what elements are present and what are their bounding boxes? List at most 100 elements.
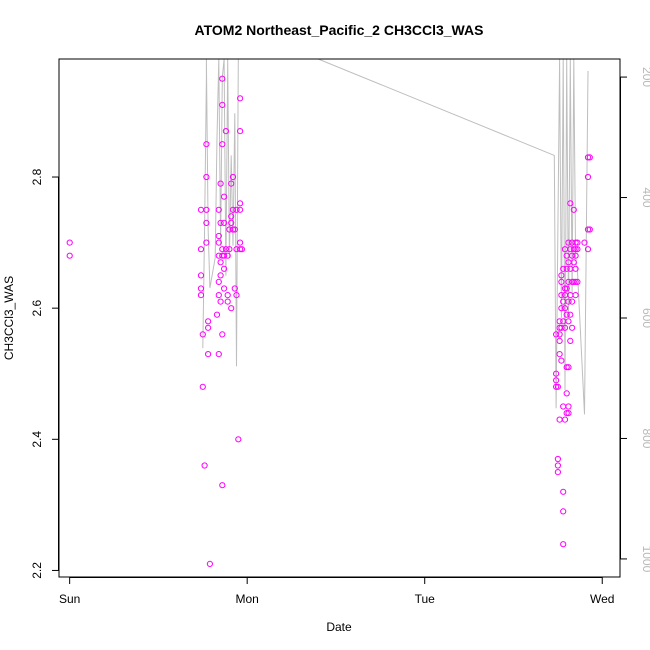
data-point — [560, 488, 567, 495]
data-point — [217, 219, 224, 226]
data-point — [237, 246, 244, 253]
data-point — [229, 206, 237, 213]
data-point — [574, 246, 581, 253]
data-point — [228, 305, 235, 312]
data-point — [226, 246, 233, 253]
y-tick-label: 2.6 — [30, 300, 44, 317]
data-point — [584, 173, 592, 181]
data-point — [215, 206, 222, 213]
data-point — [565, 364, 572, 371]
data-point — [237, 200, 244, 207]
data-point — [224, 252, 231, 259]
data-point — [213, 311, 221, 318]
data-point — [219, 141, 226, 148]
data-point — [203, 173, 210, 181]
data-point — [558, 292, 565, 299]
y-tick-label: 2.2 — [30, 562, 44, 579]
data-point — [558, 305, 565, 312]
data-point — [563, 285, 570, 292]
data-point — [563, 265, 570, 272]
right-axis-tick-label: 800 — [640, 428, 650, 448]
data-point — [215, 278, 222, 285]
x-axis-label: Date — [326, 620, 352, 634]
data-point — [197, 272, 205, 279]
data-point — [558, 272, 565, 279]
data-point — [567, 337, 574, 344]
data-point — [197, 292, 205, 299]
data-point — [558, 278, 565, 285]
data-point — [570, 246, 577, 253]
data-point — [205, 324, 212, 331]
data-point — [558, 357, 565, 364]
data-point — [556, 318, 563, 325]
data-point — [561, 416, 569, 423]
data-point — [203, 206, 210, 213]
data-point — [561, 324, 569, 331]
data-point — [237, 239, 244, 246]
data-point — [569, 298, 576, 305]
x-tick-label: Wed — [590, 592, 614, 606]
data-point — [554, 462, 562, 469]
data-point — [219, 331, 226, 338]
data-point — [556, 351, 563, 358]
data-point — [237, 95, 244, 102]
data-point — [224, 298, 231, 305]
data-point — [556, 331, 563, 338]
data-point — [560, 403, 567, 410]
data-point — [199, 383, 206, 390]
data-point — [554, 469, 562, 476]
data-point — [219, 246, 226, 253]
data-point — [554, 455, 562, 463]
data-point — [584, 154, 592, 161]
data-point — [229, 226, 237, 233]
data-point — [554, 383, 562, 390]
data-point — [233, 292, 240, 299]
data-point — [565, 298, 572, 305]
data-point — [584, 226, 592, 233]
right-axis-tick-label: 400 — [640, 188, 650, 208]
data-point — [553, 377, 560, 384]
data-point — [197, 246, 205, 253]
data-point — [217, 298, 224, 305]
data-point — [569, 252, 576, 259]
data-point — [572, 278, 579, 285]
data-point — [219, 482, 226, 489]
data-point — [560, 265, 567, 272]
data-point — [237, 206, 244, 213]
data-point — [553, 370, 560, 377]
data-point — [224, 292, 231, 299]
right-axis-tick-label: 1000 — [640, 546, 650, 573]
data-point — [567, 311, 574, 318]
data-point — [560, 541, 567, 548]
data-point — [553, 383, 560, 390]
data-point — [574, 239, 581, 246]
data-point — [221, 219, 228, 226]
data-point — [203, 141, 210, 148]
data-point — [66, 239, 73, 246]
data-point — [235, 436, 242, 443]
plot-frame — [58, 58, 621, 578]
data-point — [199, 331, 206, 338]
x-tick-label: Mon — [236, 592, 259, 606]
data-point — [584, 246, 592, 253]
right-axis-tick-label: 600 — [640, 308, 650, 328]
data-point — [586, 154, 593, 161]
data-point — [221, 252, 228, 259]
data-point — [233, 206, 240, 213]
data-point — [231, 226, 238, 233]
data-point — [228, 219, 235, 226]
right-axis-tick-label: 200 — [640, 67, 650, 87]
data-point — [215, 351, 222, 358]
data-point — [586, 226, 593, 233]
data-point — [221, 265, 228, 272]
data-point — [215, 232, 222, 240]
data-point — [565, 318, 572, 325]
pressure-line — [202, 58, 589, 415]
data-point — [570, 278, 577, 285]
data-point — [203, 239, 210, 246]
data-point — [565, 403, 572, 410]
data-point — [228, 213, 235, 220]
data-point — [228, 180, 235, 187]
chart-title: ATOM2 Northeast_Pacific_2 CH3CCl3_WAS — [195, 22, 484, 38]
